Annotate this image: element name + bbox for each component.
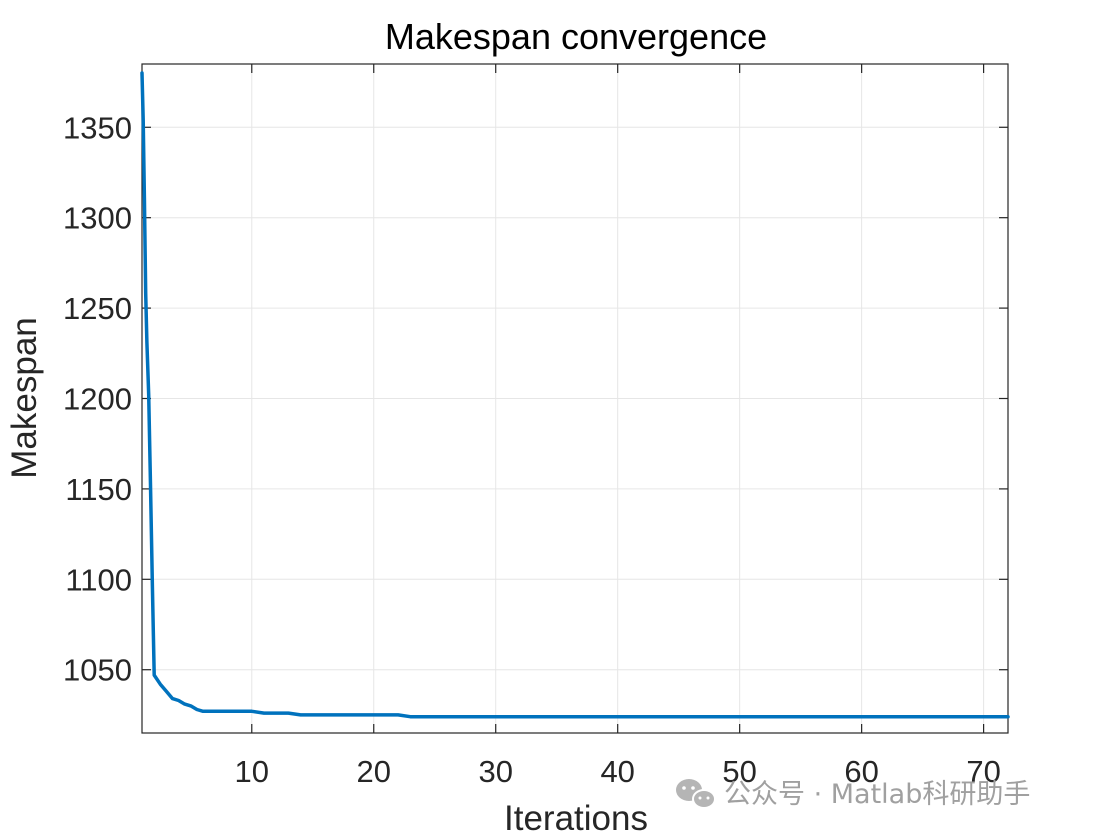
- x-tick-label: 70: [966, 754, 1000, 789]
- x-axis-label: Iterations: [504, 799, 648, 836]
- y-tick-label: 1350: [63, 110, 132, 145]
- y-tick-label: 1100: [65, 562, 132, 597]
- x-tick-label: 10: [235, 754, 269, 789]
- y-tick-label: 1300: [63, 201, 132, 236]
- x-tick-label: 20: [357, 754, 391, 789]
- x-tick-label: 50: [722, 754, 756, 789]
- y-axis-label: Makespan: [5, 317, 44, 478]
- y-tick-label: 1050: [63, 653, 132, 688]
- x-tick-label: 60: [844, 754, 878, 789]
- y-tick-label: 1150: [65, 472, 132, 507]
- grid: [142, 64, 1008, 733]
- chart-title: Makespan convergence: [385, 16, 767, 57]
- x-tick-label: 30: [478, 754, 512, 789]
- y-tick-label: 1200: [63, 382, 132, 417]
- series-line: [140, 71, 1010, 719]
- y-tick-label: 1250: [63, 291, 132, 326]
- watermark: 公众号 · Matlab科研助手: [676, 779, 1030, 810]
- series-layer: [140, 71, 1010, 719]
- wechat-icon: [676, 779, 716, 809]
- x-tick-label: 40: [600, 754, 634, 789]
- watermark-text: 公众号 · Matlab科研助手: [724, 779, 1030, 810]
- x-tick-labels: 10 20 30 40 50 60 70: [235, 754, 1001, 789]
- y-tick-labels: 1050 1100 1150 1200 1250 1300 1350: [63, 110, 132, 687]
